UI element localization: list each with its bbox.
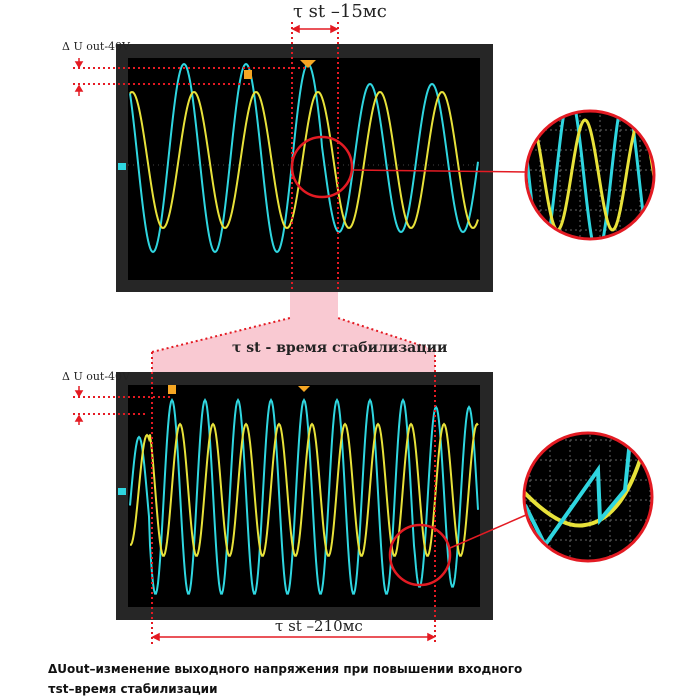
- bottom-waveforms: [129, 397, 479, 595]
- input-waveform-zoomed: [524, 459, 642, 528]
- t-marker-icon: [244, 70, 252, 79]
- bottom-highlight-circle: [388, 523, 452, 587]
- stabilization-title: τ st - время стабилизации: [232, 340, 448, 356]
- output-waveform: [129, 397, 479, 595]
- bottom-tau-label: τ st –210мс: [275, 617, 363, 635]
- t-marker-icon: [168, 385, 176, 394]
- top-scope-screen: [128, 58, 480, 280]
- stabilization-band: [152, 292, 435, 372]
- trigger-marker-icon: [298, 386, 310, 392]
- channel-marker-icon: [118, 488, 126, 495]
- top-highlight-circle: [290, 135, 354, 199]
- output-waveform-zoomed: [526, 111, 654, 239]
- top-tau-label: τ st –15мс: [293, 1, 387, 22]
- channel-marker-icon: [118, 163, 126, 170]
- bottom-delta-u-label: Δ U out-40V: [62, 370, 130, 383]
- guide-lines: [73, 22, 436, 645]
- top-delta-u-label: Δ U out-40V: [62, 40, 130, 53]
- legend-line-1: ΔUout–изменение выходного напряжения при…: [48, 662, 523, 676]
- input-waveform: [129, 90, 479, 230]
- top-magnifier: [526, 111, 654, 239]
- output-waveform-zoomed: [524, 439, 632, 549]
- bottom-magnifier: [524, 433, 652, 561]
- input-waveform: [130, 422, 479, 557]
- legend-line-2: τst–время стабилизации: [48, 682, 218, 696]
- top-callout-line: [351, 169, 527, 173]
- top-waveforms: [128, 62, 480, 254]
- dimension-arrows: [74, 24, 436, 642]
- trigger-marker-icon: [300, 60, 316, 68]
- top-magnifier-ring: [524, 109, 656, 241]
- output-waveform: [129, 62, 479, 254]
- bottom-callout-line: [449, 514, 527, 549]
- bottom-magnifier-ring: [522, 431, 654, 563]
